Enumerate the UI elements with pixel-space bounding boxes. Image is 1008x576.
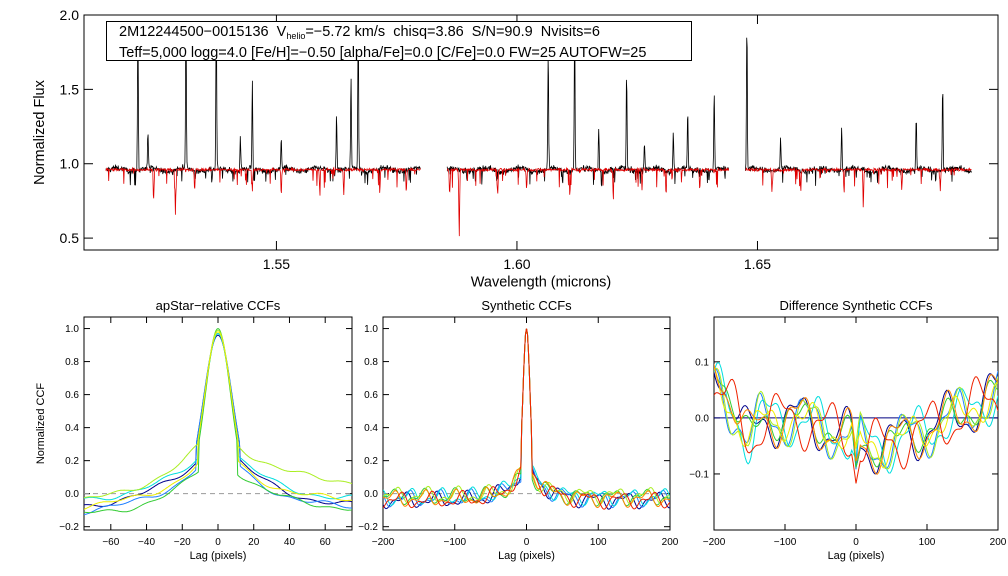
diff_ccf-xtick-label: 100 bbox=[919, 537, 936, 548]
synthetic_ccf-xtick-label: 0 bbox=[524, 537, 530, 548]
apstar_ccf-xtick-label: −20 bbox=[174, 537, 191, 548]
spectrum-ytick-label: 2.0 bbox=[60, 7, 80, 23]
synthetic_ccf-xtick-label: 100 bbox=[590, 537, 607, 548]
spectrum-model-line bbox=[105, 166, 421, 215]
synthetic_ccf-xtick-label: 200 bbox=[662, 537, 679, 548]
synthetic_ccf-series-line bbox=[383, 328, 670, 505]
vhelio-label: Vhelio=−5.72 km/s bbox=[276, 24, 386, 41]
synthetic_ccf-title: Synthetic CCFs bbox=[481, 298, 572, 313]
diff-series-line bbox=[714, 366, 998, 468]
chisq-label: chisq=3.86 bbox=[393, 24, 464, 40]
apstar_ccf-series-line bbox=[84, 329, 352, 499]
spectrum-axes: 1.55 1.60 1.65 0.5 1.0 1.5 2.0 Wavelength (micr… bbox=[32, 7, 999, 291]
spectrum-ytick-label: 0.5 bbox=[60, 230, 80, 246]
diff_ccf-xtick-label: −100 bbox=[774, 537, 797, 548]
diff-series-line bbox=[714, 376, 998, 484]
synthetic_ccf-ytick-label: 0.6 bbox=[364, 390, 378, 401]
synthetic_ccf-series-line bbox=[383, 328, 670, 507]
annotation-box: 2M12244500−0015136 Vhelio=−5.72 km/s chi… bbox=[106, 21, 692, 61]
spectrum-xlabel: Wavelength (microns) bbox=[471, 275, 611, 291]
synthetic_ccf-ytick-label: 0.0 bbox=[364, 489, 378, 500]
apstar_ccf-series-line bbox=[84, 328, 352, 514]
spectrum-model-line bbox=[745, 166, 972, 208]
apstar_ccf-series-line bbox=[84, 331, 352, 510]
synthetic_ccf-ytick-label: −0.2 bbox=[358, 522, 378, 533]
synthetic_ccf-axes: −200 −100 0 100 200 −0.2 0.0 0.2 0.4 0.6 0.8 1.0 Syn… bbox=[358, 298, 679, 562]
apstar_ccf-xtick-label: 20 bbox=[248, 537, 260, 548]
stellar-params: Teff=5,000 logg=4.0 [Fe/H]=−0.50 [alpha/… bbox=[119, 45, 647, 61]
apstar_ccf-xtick-label: 40 bbox=[284, 537, 296, 548]
apstar_ccf-ytick-label: 0.6 bbox=[65, 390, 79, 401]
synthetic_ccf-ytick-label: 0.4 bbox=[364, 423, 378, 434]
synthetic_ccf-series-line bbox=[383, 328, 670, 509]
spectrum-xtick-label: 1.65 bbox=[744, 256, 771, 272]
synthetic_ccf-xlabel: Lag (pixels) bbox=[498, 550, 555, 562]
diff_ccf-ytick-label: 0.0 bbox=[695, 413, 709, 424]
synthetic_ccf-series-line bbox=[383, 328, 670, 509]
apstar_ccf-xtick-label: 60 bbox=[320, 537, 332, 548]
spectrum-ylabel: Normalized Flux bbox=[32, 79, 48, 184]
apstar_ccf-series-line bbox=[84, 334, 352, 508]
diff_ccf-xtick-label: 200 bbox=[990, 537, 1007, 548]
apstar_ccf-ytick-label: 0.8 bbox=[65, 357, 79, 368]
spectrum-ytick-label: 1.5 bbox=[60, 81, 80, 97]
apstar_ccf-ytick-label: 0.2 bbox=[65, 456, 79, 467]
apstar_ccf-axes: −60 −40 −20 0 20 40 60 −0.2 0.0 0.2 0.4 0.6 0.8 1.0 ap… bbox=[35, 298, 353, 562]
synthetic_ccf-series-line bbox=[383, 328, 670, 510]
diff_ccf-xlabel: Lag (pixels) bbox=[828, 550, 885, 562]
diff_ccf-title: Difference Synthetic CCFs bbox=[780, 298, 933, 313]
synthetic_ccf-xtick-label: −200 bbox=[372, 537, 395, 548]
apstar_ccf-ytick-label: 0.0 bbox=[65, 489, 79, 500]
synthetic_ccf-series-line bbox=[383, 328, 670, 507]
diff_ccf-axes: −200 −100 0 100 200 −0.1 0.0 0.1 Difference Synt… bbox=[689, 298, 1007, 562]
synthetic_ccf-ytick-label: 0.8 bbox=[364, 357, 378, 368]
synthetic_ccf-xtick-label: −100 bbox=[443, 537, 466, 548]
star-id: 2M12244500−0015136 bbox=[119, 24, 269, 40]
diff_ccf-ytick-label: −0.1 bbox=[689, 469, 709, 480]
synthetic_ccf-ytick-label: 1.0 bbox=[364, 324, 378, 335]
apstar_ccf-title: apStar−relative CCFs bbox=[156, 298, 281, 313]
synthetic_ccf-ytick-label: 0.2 bbox=[364, 456, 378, 467]
apstar_ccf-ytick-label: 0.4 bbox=[65, 423, 79, 434]
apstar_ccf-xtick-label: 0 bbox=[215, 537, 221, 548]
apstar_ccf-ytick-label: −0.2 bbox=[59, 522, 79, 533]
diff_ccf-xtick-label: 0 bbox=[853, 537, 859, 548]
spectrum-ytick-label: 1.0 bbox=[60, 156, 80, 172]
diff-series-line bbox=[714, 364, 998, 475]
apstar_ccf-ytick-label: 1.0 bbox=[65, 324, 79, 335]
diff_ccf-xtick-label: −200 bbox=[703, 537, 726, 548]
spectrum-xtick-label: 1.55 bbox=[263, 256, 290, 272]
diff-series-line bbox=[714, 367, 998, 469]
apstar_ccf-xtick-label: −60 bbox=[102, 537, 119, 548]
apstar_ccf-series-line bbox=[84, 332, 352, 515]
synthetic_ccf-series-line bbox=[383, 328, 670, 510]
spectrum-observed-line bbox=[745, 37, 972, 186]
diff_ccf-ytick-label: 0.1 bbox=[695, 357, 709, 368]
apstar_ccf-xtick-label: −40 bbox=[138, 537, 155, 548]
apstar_ccf-xlabel: Lag (pixels) bbox=[190, 550, 247, 562]
spectrum-model-line bbox=[446, 166, 729, 237]
spectrum-xtick-label: 1.60 bbox=[503, 256, 530, 272]
synthetic_ccf-frame bbox=[382, 316, 671, 531]
nvisits-label: Nvisits=6 bbox=[540, 24, 600, 40]
spectrum-frame bbox=[83, 14, 999, 251]
snr-label: S/N=90.9 bbox=[471, 24, 533, 40]
apstar_ccf-ylabel: Normalized CCF bbox=[35, 383, 47, 465]
